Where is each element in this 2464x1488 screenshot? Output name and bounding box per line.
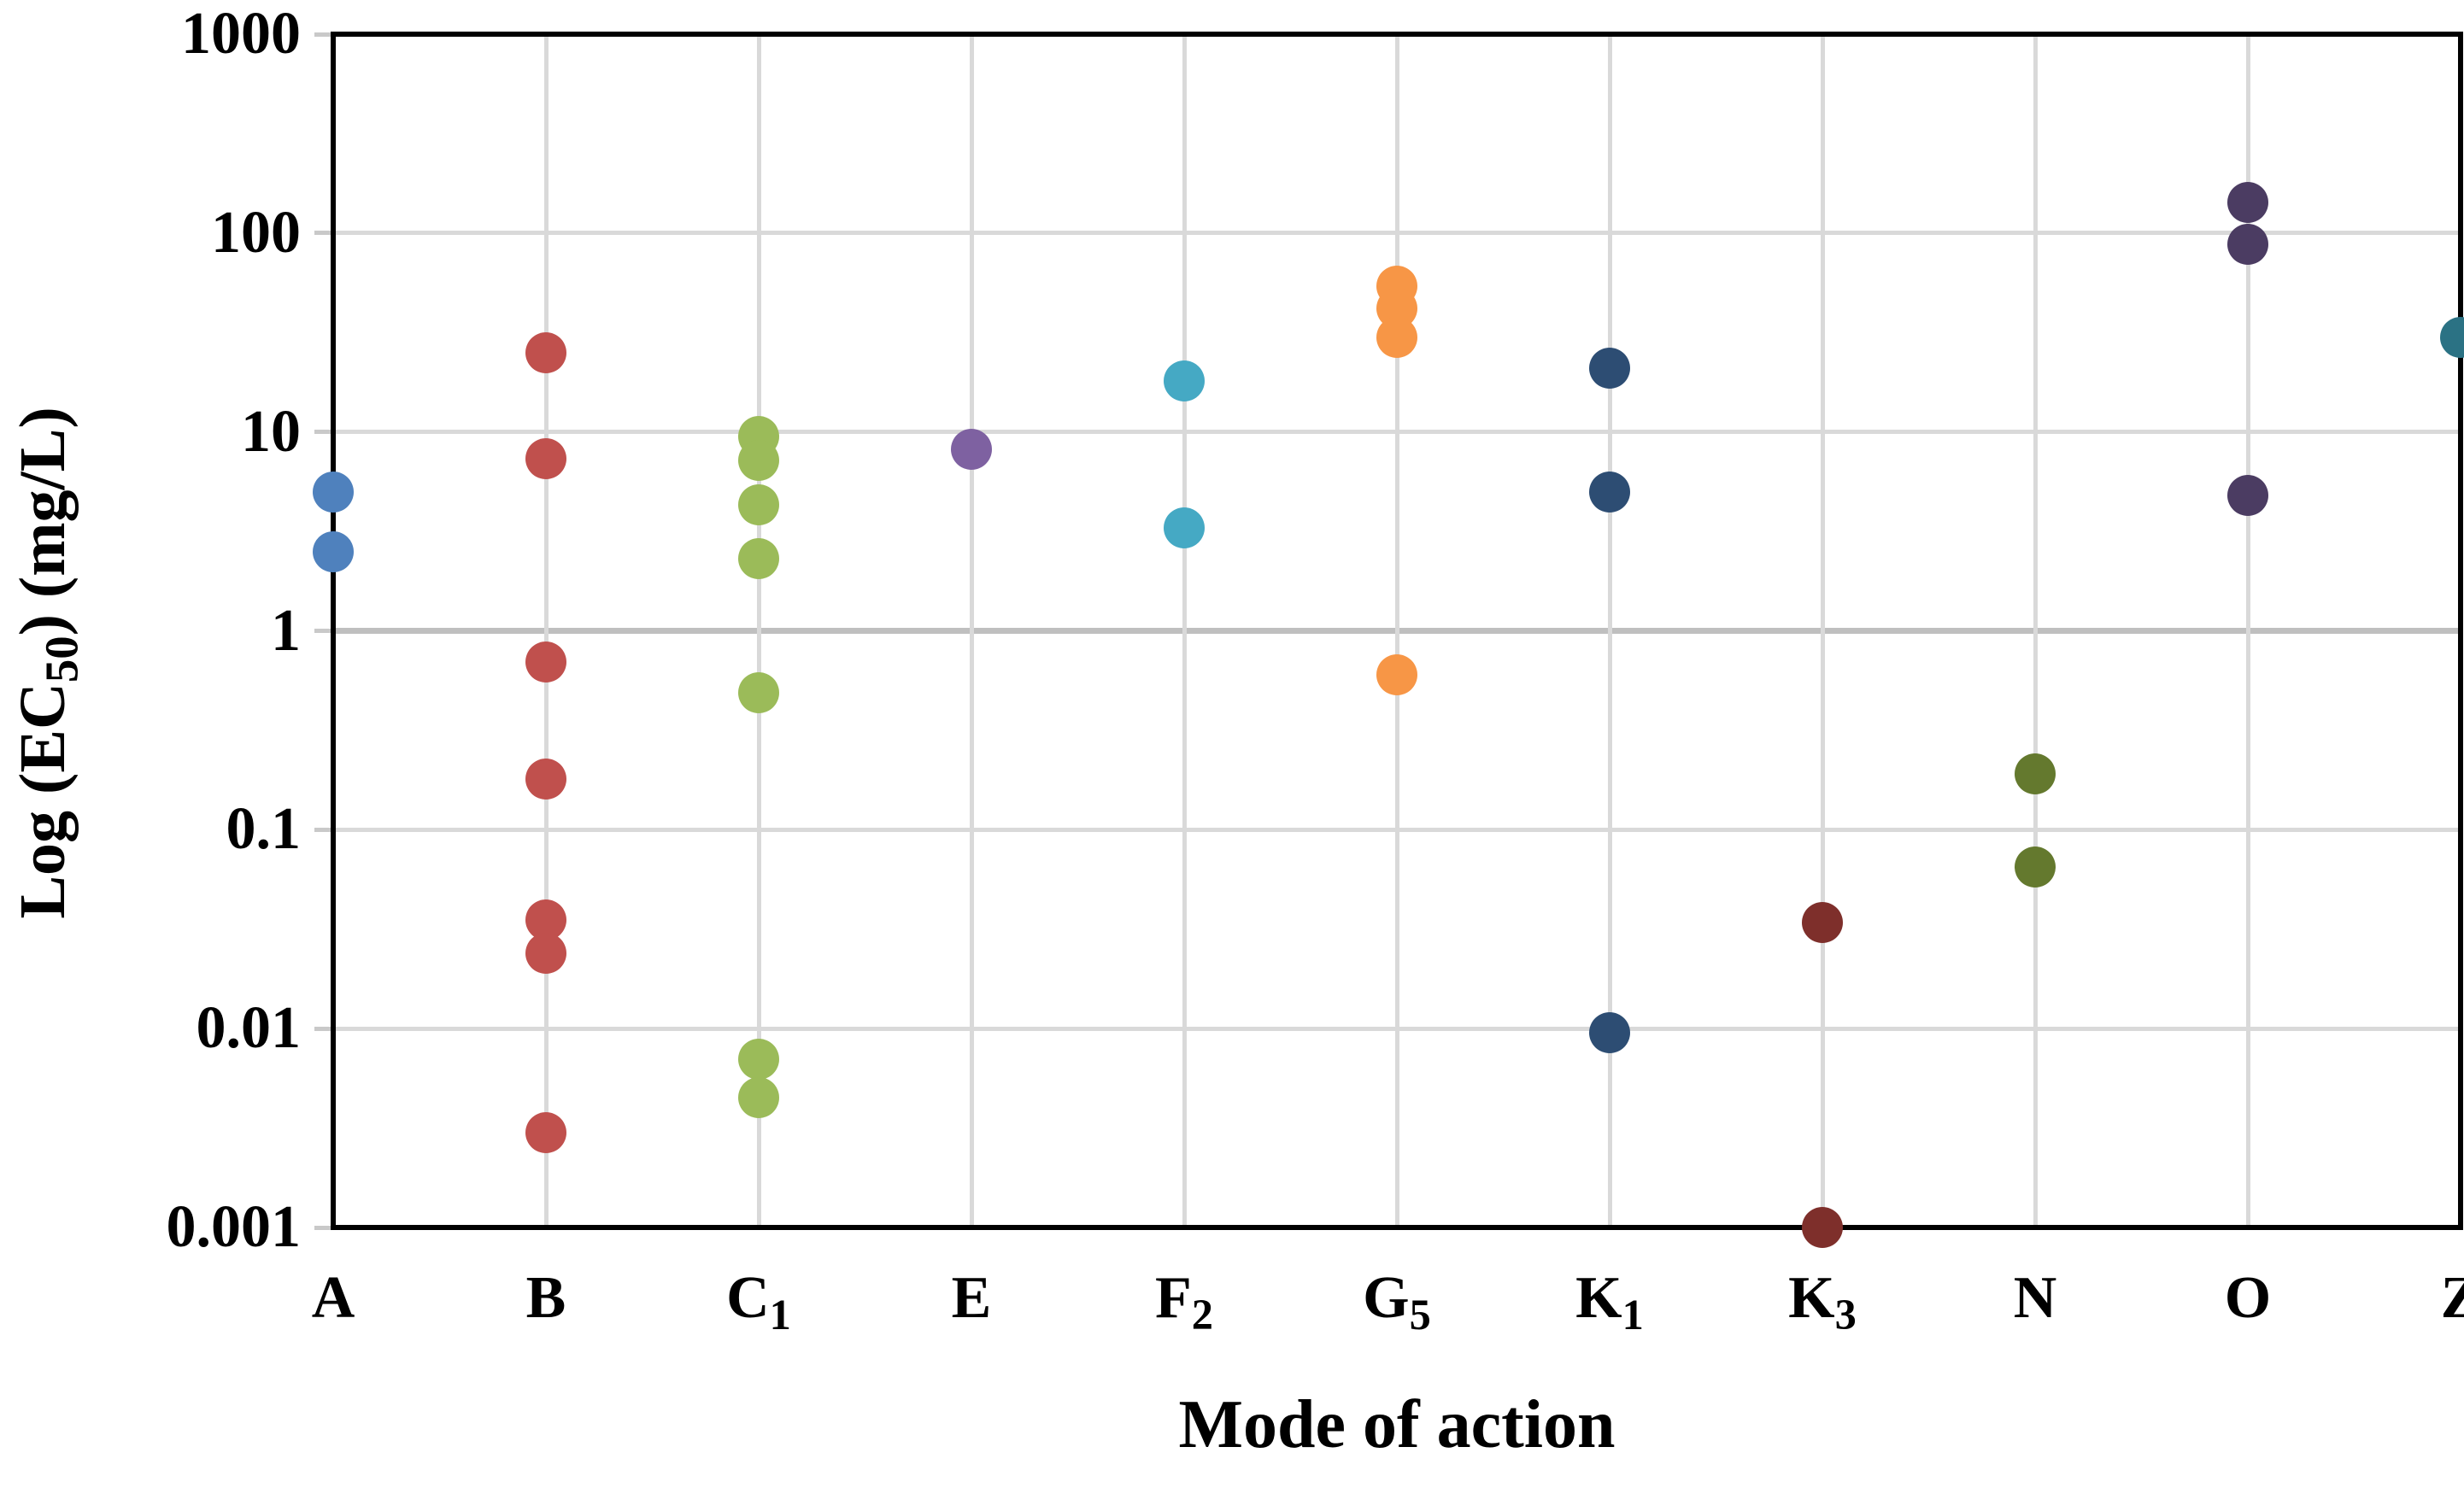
data-point <box>525 1111 566 1153</box>
x-category-label: O <box>2224 1265 2272 1331</box>
data-point <box>738 1039 779 1081</box>
data-point <box>1589 471 1630 513</box>
vertical-gridline <box>2245 34 2250 1227</box>
vertical-gridline <box>1182 34 1187 1227</box>
data-point <box>1376 316 1417 358</box>
data-point <box>738 484 779 525</box>
y-axis-tick <box>314 1026 333 1031</box>
vertical-gridline <box>1820 34 1825 1227</box>
y-tick-label: 1000 <box>181 1 301 67</box>
y-axis-tick <box>314 827 333 832</box>
vertical-gridline <box>1394 34 1399 1227</box>
data-point <box>1376 654 1417 696</box>
x-category-label: N <box>2013 1265 2057 1331</box>
data-point <box>2227 223 2268 265</box>
data-point <box>738 1076 779 1118</box>
y-tick-label: 100 <box>211 199 301 266</box>
vertical-gridline <box>2033 34 2038 1227</box>
data-point <box>1802 902 1843 944</box>
data-point <box>525 641 566 682</box>
x-category-label: K1 <box>1575 1265 1644 1339</box>
vertical-gridline <box>969 34 974 1227</box>
data-point <box>2227 182 2268 224</box>
data-point <box>525 758 566 800</box>
data-point <box>525 438 566 480</box>
y-axis-tick <box>314 231 333 236</box>
vertical-gridline <box>1607 34 1612 1227</box>
data-point <box>1589 347 1630 389</box>
y-axis-tick <box>314 629 333 633</box>
data-point <box>951 428 992 470</box>
data-point <box>738 538 779 580</box>
x-category-label: B <box>525 1265 566 1331</box>
vertical-gridline <box>756 34 761 1227</box>
x-category-label: G5 <box>1363 1265 1431 1339</box>
x-category-label: C1 <box>726 1265 791 1339</box>
data-point <box>1164 360 1205 402</box>
data-point <box>738 671 779 713</box>
data-point <box>313 471 354 513</box>
x-category-label: E <box>951 1265 992 1331</box>
data-point <box>738 439 779 481</box>
x-axis-title: Mode of action <box>1178 1387 1616 1462</box>
y-axis-tick <box>314 32 333 37</box>
y-axis-tick <box>314 430 333 435</box>
y-tick-label: 10 <box>241 398 301 465</box>
data-point <box>525 932 566 974</box>
y-axis-tick <box>314 1225 333 1230</box>
data-point <box>1802 1207 1843 1248</box>
data-point <box>2227 474 2268 516</box>
data-point <box>1164 507 1205 548</box>
x-category-label: A <box>311 1265 355 1331</box>
y-tick-label: 1 <box>271 597 301 664</box>
x-category-label: F2 <box>1155 1265 1213 1339</box>
data-point <box>313 530 354 572</box>
data-point <box>1589 1012 1630 1054</box>
data-point <box>2015 753 2056 795</box>
y-tick-label: 0.01 <box>196 995 302 1062</box>
data-point <box>2015 846 2056 888</box>
y-tick-label: 0.001 <box>166 1194 302 1260</box>
x-category-label: K3 <box>1788 1265 1857 1339</box>
x-category-label: Z <box>2440 1265 2464 1331</box>
data-point <box>2440 316 2464 358</box>
data-point <box>525 332 566 373</box>
vertical-gridline <box>543 34 549 1227</box>
y-tick-label: 0.1 <box>226 796 302 863</box>
